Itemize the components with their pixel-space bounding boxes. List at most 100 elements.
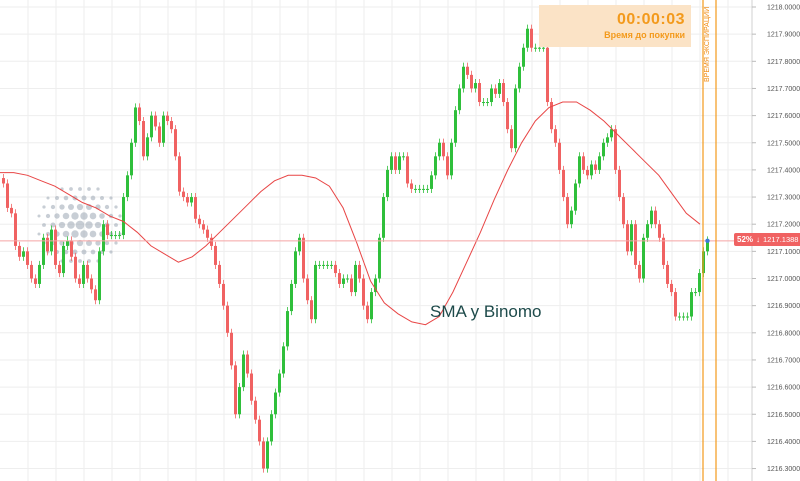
candle-up[interactable]: [534, 47, 537, 49]
candle-down[interactable]: [306, 278, 309, 301]
candle-down[interactable]: [358, 264, 361, 279]
candle-down[interactable]: [546, 47, 549, 103]
candle-up[interactable]: [242, 354, 245, 388]
candle-up[interactable]: [98, 251, 101, 301]
candle-down[interactable]: [182, 191, 185, 198]
candle-down[interactable]: [78, 278, 81, 284]
candle-up[interactable]: [574, 183, 577, 211]
candle-down[interactable]: [246, 354, 249, 374]
candle-down[interactable]: [154, 115, 157, 127]
candle-down[interactable]: [666, 264, 669, 284]
candle-up[interactable]: [190, 197, 193, 203]
candle-down[interactable]: [594, 164, 597, 170]
candle-up[interactable]: [690, 292, 693, 317]
candle-down[interactable]: [406, 156, 409, 184]
candle-up[interactable]: [698, 273, 701, 293]
candle-down[interactable]: [58, 264, 61, 274]
candle-up[interactable]: [414, 188, 417, 190]
candle-down[interactable]: [658, 224, 661, 238]
candle-up[interactable]: [522, 47, 525, 67]
candle-up[interactable]: [498, 83, 501, 94]
candle-up[interactable]: [422, 188, 425, 190]
candle-down[interactable]: [394, 156, 397, 170]
candle-up[interactable]: [130, 142, 133, 176]
candle-down[interactable]: [510, 129, 513, 149]
candle-up[interactable]: [314, 264, 317, 320]
candle-down[interactable]: [362, 278, 365, 306]
candle-down[interactable]: [54, 229, 57, 265]
candle-up[interactable]: [162, 115, 165, 143]
candle-up[interactable]: [382, 197, 385, 238]
candle-down[interactable]: [410, 183, 413, 189]
candle-down[interactable]: [46, 237, 49, 252]
candle-down[interactable]: [226, 305, 229, 333]
candle-up[interactable]: [274, 392, 277, 415]
candle-up[interactable]: [602, 142, 605, 157]
candle-down[interactable]: [338, 273, 341, 284]
candle-down[interactable]: [566, 197, 569, 225]
candle-up[interactable]: [486, 102, 489, 104]
candle-down[interactable]: [234, 365, 237, 415]
candle-up[interactable]: [474, 83, 477, 89]
candle-up[interactable]: [694, 292, 697, 294]
candle-up[interactable]: [266, 441, 269, 469]
candle-down[interactable]: [94, 289, 97, 301]
candle-up[interactable]: [146, 137, 149, 157]
candle-up[interactable]: [82, 264, 85, 284]
candle-up[interactable]: [650, 210, 653, 225]
candle-up[interactable]: [642, 237, 645, 279]
candle-up[interactable]: [402, 156, 405, 158]
candle-down[interactable]: [34, 278, 37, 284]
candle-up[interactable]: [398, 156, 401, 170]
candle-down[interactable]: [26, 251, 29, 265]
candle-down[interactable]: [302, 237, 305, 279]
candle-up[interactable]: [378, 237, 381, 279]
candle-up[interactable]: [538, 47, 541, 49]
candle-up[interactable]: [418, 188, 421, 190]
candle-down[interactable]: [250, 373, 253, 401]
candle-down[interactable]: [310, 300, 313, 320]
candle-up[interactable]: [570, 210, 573, 225]
candle-down[interactable]: [670, 283, 673, 293]
candle-down[interactable]: [350, 278, 353, 293]
candle-up[interactable]: [62, 245, 65, 274]
candle-up[interactable]: [322, 264, 325, 266]
candle-up[interactable]: [374, 278, 377, 293]
candle-down[interactable]: [470, 74, 473, 89]
candle-up[interactable]: [38, 264, 41, 284]
candle-up[interactable]: [294, 251, 297, 284]
candle-down[interactable]: [626, 224, 629, 252]
candle-down[interactable]: [86, 264, 89, 279]
candle-down[interactable]: [614, 129, 617, 170]
candle-down[interactable]: [494, 88, 497, 94]
candle-down[interactable]: [138, 107, 141, 122]
candle-down[interactable]: [166, 115, 169, 122]
candle-up[interactable]: [682, 316, 685, 318]
candle-down[interactable]: [230, 332, 233, 366]
candle-up[interactable]: [278, 373, 281, 393]
candle-up[interactable]: [330, 264, 333, 266]
candle-down[interactable]: [506, 102, 509, 130]
candle-up[interactable]: [326, 264, 329, 266]
candle-up[interactable]: [118, 235, 121, 237]
candle-up[interactable]: [630, 224, 633, 252]
candle-up[interactable]: [526, 28, 529, 48]
candle-down[interactable]: [202, 224, 205, 230]
candle-down[interactable]: [258, 419, 261, 442]
candle-down[interactable]: [218, 264, 221, 284]
candle-down[interactable]: [254, 400, 257, 420]
candle-down[interactable]: [206, 229, 209, 238]
candle-up[interactable]: [370, 292, 373, 320]
candle-down[interactable]: [530, 28, 533, 48]
candle-down[interactable]: [654, 210, 657, 225]
candle-down[interactable]: [562, 169, 565, 198]
candle-down[interactable]: [638, 264, 641, 279]
candle-down[interactable]: [210, 237, 213, 246]
candle-up[interactable]: [450, 142, 453, 176]
candle-down[interactable]: [142, 121, 145, 157]
candle-down[interactable]: [170, 121, 173, 130]
candle-up[interactable]: [706, 240, 709, 252]
candle-down[interactable]: [466, 66, 469, 75]
candle-up[interactable]: [678, 316, 681, 318]
candle-down[interactable]: [74, 256, 77, 279]
